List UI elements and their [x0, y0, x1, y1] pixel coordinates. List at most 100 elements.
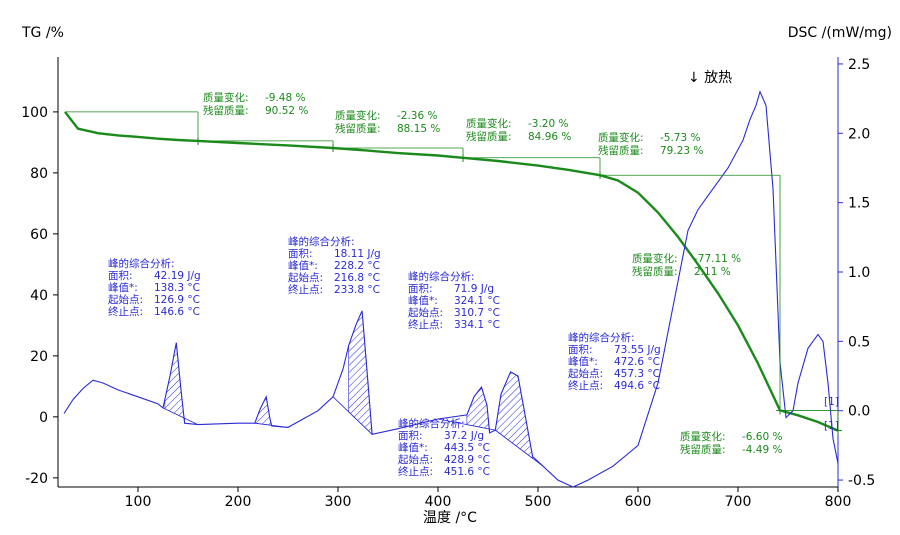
- x-tick-label: 800: [825, 494, 852, 510]
- tg-residual-value: 88.15 %: [397, 123, 440, 135]
- left-tick-label: -20: [25, 471, 48, 487]
- series-lines: [63, 90, 839, 488]
- x-tick-label: 200: [225, 494, 252, 510]
- peak-2-label: 峰的综合分析:: [288, 235, 355, 248]
- left-tick-label: 80: [30, 166, 48, 182]
- tg-residual-label: 残留质量:: [466, 130, 512, 143]
- peak-2-value: 228.2 °C: [334, 260, 380, 272]
- peak-area-4: [466, 387, 490, 433]
- right-tick-label: 1.0: [848, 265, 870, 281]
- tg-change-label: 质量变化:: [335, 109, 381, 122]
- peak-baseline-1: [162, 407, 199, 425]
- curve-marker: [1]: [824, 420, 839, 432]
- right-axis-title: DSC /(mW/mg): [788, 25, 892, 41]
- exo-direction-label: ↓ 放热: [688, 70, 732, 86]
- peak-5-value: 494.6 °C: [614, 380, 660, 392]
- peak-3-label: 起始点:: [408, 306, 443, 319]
- peak-2-label: 起始点:: [288, 271, 323, 284]
- annotations: 质量变化: -9.48 % 残留质量: 90.52 % 质量变化: -2.36 % 残留质量…: [108, 91, 839, 478]
- right-tick-label: 2.5: [848, 57, 870, 73]
- left-tick-label: 100: [21, 105, 48, 121]
- peak-4-label: 峰的综合分析:: [398, 417, 465, 430]
- peak-1-value: 42.19 J/g: [154, 270, 201, 282]
- peak-1-label: 面积:: [108, 270, 133, 282]
- peak-2-value: 216.8 °C: [334, 272, 380, 284]
- tg-residual-value: 79.23 %: [660, 145, 703, 157]
- peak-3-value: 334.1 °C: [454, 319, 500, 331]
- left-tick-label: 60: [30, 227, 48, 243]
- peak-4-label: 终止点:: [398, 465, 433, 478]
- peak-baseline-4: [437, 418, 496, 431]
- right-tick-label: 1.5: [848, 196, 870, 212]
- peak-4-label: 面积:: [398, 430, 423, 442]
- tg-residual-label: 残留质量:: [632, 265, 678, 278]
- left-tick-label: 40: [30, 288, 48, 304]
- peak-5-value: 73.55 J/g: [614, 344, 661, 356]
- tg-change-label: 质量变化:: [203, 91, 249, 104]
- left-tick-label: 20: [30, 349, 48, 365]
- peak-baseline-5: [495, 429, 544, 467]
- tg-change-value: -2.36 %: [397, 110, 438, 122]
- peak-3-label: 面积:: [408, 283, 433, 295]
- tg-residual-value: 84.96 %: [528, 131, 571, 143]
- tg-change-label: 质量变化:: [680, 430, 726, 443]
- peak-3-value: 71.9 J/g: [454, 283, 494, 295]
- tg-change-value: -9.48 %: [265, 92, 306, 104]
- peak-2-value: 18.11 J/g: [334, 248, 381, 260]
- x-tick-label: 700: [725, 494, 752, 510]
- tg-residual-value: -4.49 %: [742, 444, 783, 456]
- peak-3-value: 310.7 °C: [454, 307, 500, 319]
- peak-2-label: 面积:: [288, 248, 313, 260]
- peak-5-label: 峰值*:: [568, 355, 598, 368]
- peak-5-label: 面积:: [568, 344, 593, 356]
- peak-5-label: 峰的综合分析:: [568, 331, 635, 344]
- tg-change-label: 质量变化:: [466, 117, 512, 130]
- tg-change-label: 质量变化:: [632, 252, 678, 265]
- tg-step-marker: +: [833, 424, 843, 438]
- peak-2-label: 峰值*:: [288, 259, 318, 272]
- peak-3-value: 324.1 °C: [454, 295, 500, 307]
- tg-residual-value: 90.52 %: [265, 105, 308, 117]
- tg-change-value: -3.20 %: [528, 118, 569, 130]
- x-tick-label: 100: [125, 494, 152, 510]
- peak-4-label: 峰值*:: [398, 441, 428, 454]
- tg-residual-label: 残留质量:: [335, 122, 381, 135]
- left-axis-title: TG /%: [21, 25, 64, 41]
- tg-step-guides: ++++++: [65, 111, 843, 438]
- peak-area-5: [494, 371, 533, 459]
- x-tick-label: 400: [425, 494, 452, 510]
- peak-1-value: 138.3 °C: [154, 282, 200, 294]
- peak-2-label: 终止点:: [288, 283, 323, 296]
- tg-change-value: -5.73 %: [660, 132, 701, 144]
- peak-5-label: 终止点:: [568, 379, 603, 392]
- peak-4-value: 37.2 J/g: [444, 430, 484, 442]
- peak-4-value: 443.5 °C: [444, 442, 490, 454]
- curve-marker: [1]: [824, 396, 839, 408]
- peak-4-value: 428.9 °C: [444, 454, 490, 466]
- peak-3-label: 终止点:: [408, 318, 443, 331]
- peak-1-label: 峰的综合分析:: [108, 257, 175, 270]
- x-axis-title: 温度 /°C: [423, 510, 477, 526]
- right-tick-label: 0.5: [848, 334, 870, 350]
- tg-residual-value: 2.11 %: [694, 266, 731, 278]
- peak-1-label: 起始点:: [108, 293, 143, 306]
- peak-5-label: 起始点:: [568, 367, 603, 380]
- right-tick-label: 0.0: [848, 404, 870, 420]
- peak-1-value: 146.6 °C: [154, 306, 200, 318]
- axes: 100 200 300 400 500 600 700 800 -20 0 20 40 60 80 100 -…: [21, 57, 875, 510]
- peak-1-label: 终止点:: [108, 305, 143, 318]
- peak-4-value: 451.6 °C: [444, 466, 490, 478]
- peak-5-value: 472.6 °C: [614, 356, 660, 368]
- tg-residual-label: 残留质量:: [203, 104, 249, 117]
- tg-change-label: 质量变化:: [598, 131, 644, 144]
- peak-3-label: 峰值*:: [408, 294, 438, 307]
- tg-change-value: -77.11 %: [694, 253, 741, 265]
- tg-residual-label: 残留质量:: [680, 443, 726, 456]
- peak-2-value: 233.8 °C: [334, 284, 380, 296]
- peak-5-value: 457.3 °C: [614, 368, 660, 380]
- left-tick-label: 0: [39, 410, 48, 426]
- x-tick-label: 500: [525, 494, 552, 510]
- peak-baseline-3: [332, 396, 373, 435]
- peak-1-value: 126.9 °C: [154, 294, 200, 306]
- dsc-line: [63, 90, 839, 488]
